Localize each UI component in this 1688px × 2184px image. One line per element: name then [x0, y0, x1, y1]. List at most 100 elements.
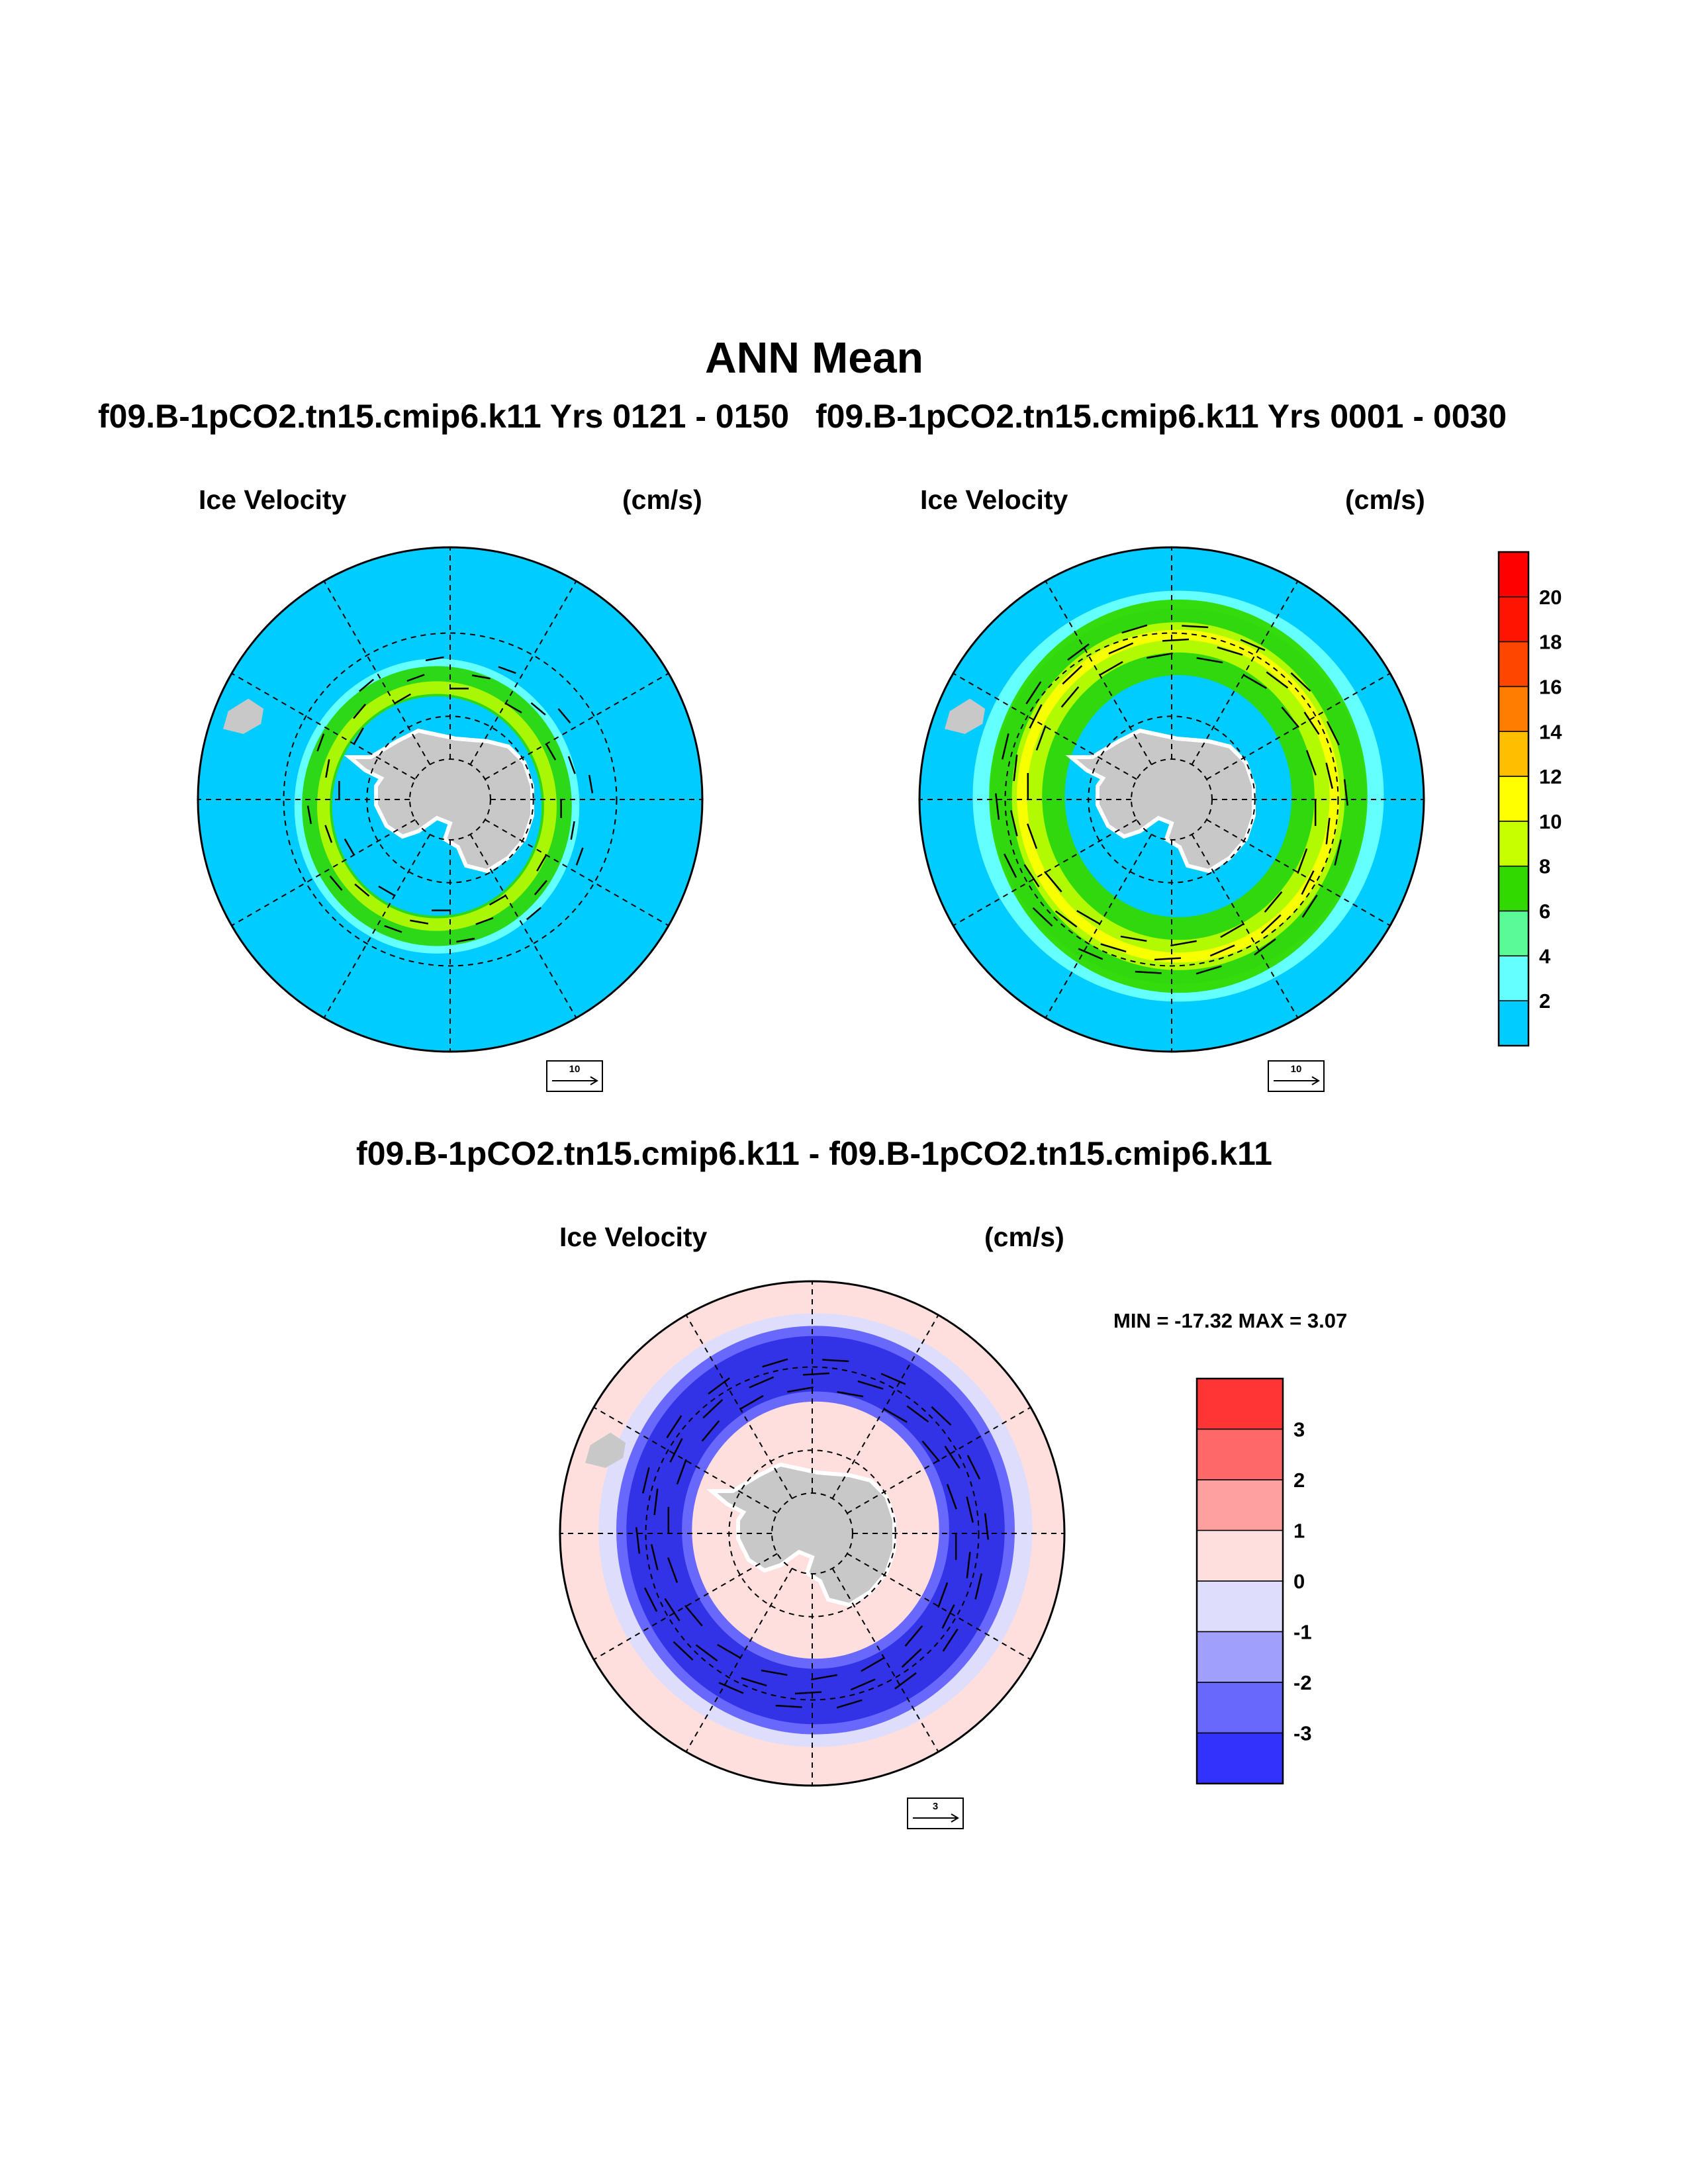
velocity-vector: [974, 1573, 983, 1600]
velocity-vector: [557, 708, 571, 724]
velocity-vector: [653, 1488, 659, 1516]
colorbar-box: [1196, 1732, 1284, 1784]
colorbar-box: [1498, 910, 1529, 957]
velocity-vector: [667, 1557, 679, 1583]
velocity-vector: [1182, 625, 1209, 629]
map-clip-group: [198, 547, 702, 1052]
colorbar-tick-label: 6: [1539, 900, 1550, 923]
south-america-land: [945, 698, 986, 734]
colorbar-tick-label: 10: [1539, 810, 1562, 833]
velocity-vector: [1220, 923, 1244, 938]
case-a-polar-map: [197, 546, 704, 1053]
velocity-vector: [575, 847, 584, 866]
velocity-vector: [530, 702, 546, 716]
reference-vectors: 10 103: [546, 1060, 1325, 1829]
velocity-vector: [749, 1376, 774, 1388]
velocity-vector: [1023, 864, 1040, 887]
colorbar-box: [1498, 865, 1529, 912]
antarctica-land: [1065, 728, 1256, 874]
velocity-vector: [906, 1405, 929, 1423]
velocity-vector: [536, 854, 547, 872]
velocity-vector: [324, 825, 333, 843]
velocity-vector: [1043, 871, 1062, 893]
velocity-vector: [1076, 909, 1101, 925]
latitude-circle: [645, 1366, 980, 1701]
velocity-vector: [1170, 940, 1197, 947]
velocity-vector: [822, 1359, 849, 1363]
colorbar-box: [1196, 1631, 1284, 1683]
velocity-vector: [717, 1643, 741, 1659]
reference-vector-box: [907, 1797, 964, 1829]
velocity-vector: [684, 1605, 703, 1627]
colorbar-tick-label: 4: [1539, 944, 1551, 968]
velocity-vector: [1078, 948, 1103, 960]
latitude-circle: [283, 632, 618, 967]
case-a-variable-label: Ice Velocity: [199, 484, 347, 515]
velocity-vector: [1062, 665, 1083, 685]
velocity-vector: [1254, 938, 1276, 956]
velocity-vector: [995, 793, 1000, 820]
south-america-land: [585, 1432, 626, 1468]
velocity-vector: [901, 1648, 922, 1668]
colorbar-box: [1498, 596, 1529, 643]
colorbar-tick-label: 16: [1539, 675, 1562, 698]
velocity-vector: [1266, 671, 1289, 689]
colorbar-tick-label: -3: [1293, 1722, 1312, 1745]
velocity-vector: [410, 919, 429, 925]
velocity-vector: [456, 937, 475, 943]
velocity-vector: [1027, 823, 1038, 849]
sea-ice-band: [299, 663, 575, 949]
velocity-vector: [1325, 817, 1331, 844]
colorbar-tick-label: -2: [1293, 1671, 1312, 1694]
reference-vector-label: 3: [933, 1801, 938, 1812]
colorbar-box: [1196, 1580, 1284, 1633]
velocity-vector: [775, 1704, 802, 1708]
velocity-vector: [306, 805, 312, 825]
velocity-vector: [1305, 750, 1317, 776]
velocity-vector: [1290, 672, 1311, 692]
colorbar-tick-label: 2: [1293, 1469, 1305, 1492]
velocity-vector: [1004, 853, 1017, 878]
colorbar-frame: [1196, 1377, 1284, 1785]
velocity-vector: [857, 1380, 884, 1390]
colorbar-box: [1498, 955, 1529, 1001]
velocity-vector: [921, 1440, 941, 1462]
velocity-vector: [489, 895, 506, 906]
reference-arrowhead: [951, 1813, 959, 1823]
velocity-vector: [701, 1420, 720, 1442]
colorbar-tick-label: 14: [1539, 720, 1562, 743]
case-a-units-label: (cm/s): [622, 484, 702, 515]
velocity-vector: [1260, 914, 1282, 934]
velocity-vector: [1099, 660, 1123, 676]
antarctica-land: [344, 728, 535, 874]
velocity-vector: [1100, 943, 1127, 953]
velocity-vector: [505, 702, 522, 713]
velocity-vector: [644, 1587, 658, 1612]
colorbar-box: [1498, 551, 1529, 598]
velocity-vector: [837, 1390, 864, 1398]
velocity-vector: [498, 666, 516, 674]
velocity-vector: [1001, 733, 1009, 760]
velocity-vector: [894, 1672, 917, 1690]
reference-arrowhead: [1311, 1076, 1320, 1085]
velocity-vector: [1162, 638, 1190, 642]
figure-title: ANN Mean: [704, 333, 924, 382]
velocity-vector: [1281, 706, 1300, 728]
velocity-vector: [708, 1377, 730, 1395]
colorbar-tick-label: 20: [1539, 586, 1562, 609]
velocity-vector: [880, 1373, 906, 1385]
velocity-vector: [353, 704, 367, 719]
velocity-vector: [1009, 810, 1018, 837]
diff-colorbar: 3 2 1 0 -1 -2 -3: [1196, 1377, 1312, 1785]
velocity-vector: [406, 674, 425, 682]
velocity-vector: [354, 883, 370, 897]
velocity-vector: [329, 875, 343, 891]
velocity-vector: [669, 1437, 683, 1463]
velocity-vector: [1032, 907, 1053, 927]
colorbar-box: [1498, 776, 1529, 822]
colorbar-box: [1196, 1529, 1284, 1582]
velocity-vector: [883, 1408, 908, 1424]
diff-strong-band: [626, 1336, 1005, 1725]
velocity-vector: [1121, 624, 1148, 634]
